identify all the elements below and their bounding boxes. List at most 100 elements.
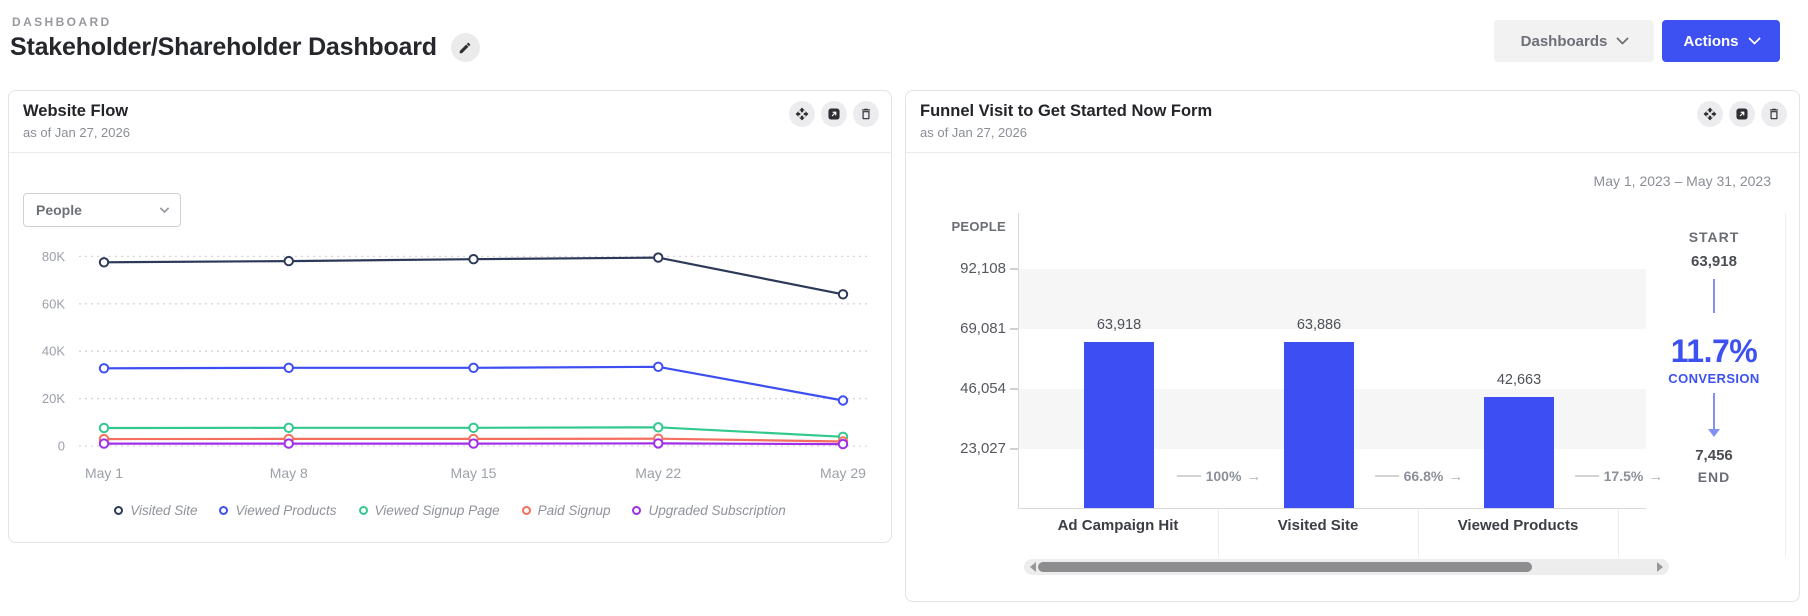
legend-marker-icon (521, 506, 531, 515)
actions-button-label: Actions (1683, 32, 1739, 50)
chart-legend: Visited Site Viewed Products Viewed Signup… (9, 503, 891, 518)
funnel-bar-value: 63,886 (1296, 316, 1342, 333)
step-dash-icon (1574, 475, 1599, 477)
tick-mark (1010, 388, 1018, 390)
data-point-marker (653, 361, 664, 373)
conversion-connector-line (1713, 279, 1715, 313)
funnel-end-value: 7,456 (1695, 447, 1733, 464)
svg-text:40K: 40K (42, 344, 65, 359)
svg-text:0: 0 (58, 439, 65, 454)
breadcrumb-dashboard-label: DASHBOARD (12, 15, 112, 29)
chevron-down-icon (1747, 32, 1761, 45)
funnel-bar (1284, 341, 1354, 508)
conversion-arrow-head-icon (1708, 429, 1720, 437)
step-dash-icon (1374, 475, 1399, 477)
card-toolbar (1697, 101, 1787, 127)
funnel-start-label: START (1688, 229, 1740, 245)
chart-right-divider (1785, 213, 1786, 557)
data-point-marker (653, 422, 664, 433)
chevron-down-icon (159, 203, 170, 214)
funnel-step-percentage: 66.8% → (1344, 468, 1494, 484)
page-title: Stakeholder/Shareholder Dashboard (10, 33, 437, 61)
legend-item[interactable]: Viewed Products (219, 503, 337, 518)
move-icon (795, 107, 809, 121)
card-as-of-date: as of Jan 27, 2026 (920, 125, 1027, 140)
horizontal-scrollbar[interactable] (1024, 559, 1669, 575)
svg-text:20K: 20K (42, 391, 65, 406)
delete-widget-button[interactable] (1761, 101, 1787, 127)
metric-dropdown[interactable]: People (23, 193, 181, 227)
open-widget-button[interactable] (821, 101, 847, 127)
card-title: Website Flow (23, 102, 129, 120)
svg-text:May 15: May 15 (451, 465, 497, 481)
move-icon (1703, 107, 1717, 121)
delete-widget-button[interactable] (853, 101, 879, 127)
step-arrow-icon: → (1448, 467, 1464, 485)
website-flow-card: Website Flow as of Jan 27, 2026 People 0… (8, 90, 892, 543)
chevron-down-icon (1616, 32, 1630, 45)
step-arrow-icon: → (1648, 467, 1664, 485)
data-point-marker (283, 362, 294, 374)
step-arrow-icon: → (1246, 467, 1262, 485)
actions-dropdown-button[interactable]: Actions (1662, 20, 1780, 62)
funnel-ytick-label: 92,108 (960, 260, 1006, 277)
legend-marker-icon (632, 506, 642, 515)
funnel-y-axis-label: PEOPLE (951, 219, 1006, 234)
legend-label: Visited Site (130, 503, 198, 518)
category-divider (1418, 509, 1419, 557)
legend-label: Viewed Signup Page (374, 503, 500, 518)
funnel-category-label: Ad Campaign Hit (1057, 517, 1179, 534)
legend-marker-icon (219, 506, 229, 515)
dashboards-dropdown-button[interactable]: Dashboards (1494, 20, 1654, 62)
funnel-start-value: 63,918 (1691, 253, 1737, 270)
legend-marker-icon (358, 506, 368, 515)
legend-marker-icon (114, 506, 124, 515)
funnel-bar-value: 42,663 (1496, 371, 1542, 388)
page-title-row: Stakeholder/Shareholder Dashboard (10, 33, 480, 62)
date-range-label: May 1, 2023 – May 31, 2023 (1593, 173, 1771, 189)
data-point-marker (98, 257, 110, 268)
data-point-marker (283, 255, 294, 267)
svg-text:May 22: May 22 (635, 465, 681, 481)
data-point-marker (98, 363, 110, 374)
svg-text:60K: 60K (42, 296, 65, 311)
legend-item[interactable]: Paid Signup (521, 503, 611, 518)
funnel-bar (1084, 341, 1154, 508)
dashboards-button-label: Dashboards (1520, 32, 1608, 50)
scroll-left-arrow-icon[interactable] (1030, 562, 1036, 572)
legend-item[interactable]: Visited Site (114, 503, 197, 518)
edit-title-button[interactable] (450, 33, 480, 62)
data-point-marker (468, 422, 479, 434)
move-widget-button[interactable] (1697, 101, 1723, 127)
data-point-marker (653, 252, 664, 263)
svg-text:May 8: May 8 (270, 465, 308, 481)
svg-text:May 1: May 1 (85, 465, 123, 481)
legend-label: Paid Signup (537, 503, 611, 518)
funnel-card: Funnel Visit to Get Started Now Form as … (905, 90, 1800, 602)
card-header: Website Flow as of Jan 27, 2026 (9, 91, 891, 153)
funnel-ytick-label: 23,027 (960, 440, 1006, 457)
data-point-marker (283, 438, 294, 449)
card-title: Funnel Visit to Get Started Now Form (920, 102, 1213, 120)
open-widget-button[interactable] (1729, 101, 1755, 127)
card-toolbar (789, 101, 879, 127)
scrollbar-thumb[interactable] (1038, 562, 1532, 572)
data-point-marker (468, 362, 479, 374)
scroll-right-arrow-icon[interactable] (1657, 562, 1663, 572)
funnel-ytick-label: 46,054 (960, 380, 1006, 397)
tick-mark (1010, 328, 1018, 330)
funnel-chart-plot: 63,918 63,886 42,663 100% → 66.8% → 17.5% → (1018, 213, 1663, 509)
legend-item[interactable]: Viewed Signup Page (358, 503, 500, 518)
funnel-category-label: Visited Site (1277, 517, 1359, 534)
legend-item[interactable]: Upgraded Subscription (632, 503, 786, 518)
background-band (1019, 269, 1646, 329)
funnel-bar (1484, 396, 1554, 508)
metric-dropdown-value: People (36, 202, 82, 218)
data-point-marker (837, 395, 849, 406)
conversion-arrow-icon (1713, 393, 1715, 431)
conversion-label: CONVERSION (1668, 371, 1760, 386)
open-in-new-icon (1736, 108, 1748, 120)
move-widget-button[interactable] (789, 101, 815, 127)
svg-text:80K: 80K (42, 249, 65, 264)
